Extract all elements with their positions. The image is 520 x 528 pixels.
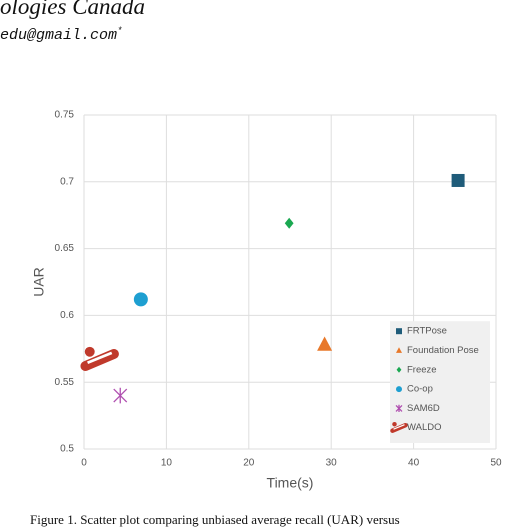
marker-triangle	[396, 347, 402, 353]
icon-stripe	[80, 349, 119, 372]
marker-icon	[390, 421, 408, 433]
x-tick-label: 50	[490, 458, 502, 469]
legend-label: SAM6D	[407, 403, 440, 414]
y-axis-label: UAR	[31, 267, 47, 297]
marker-square	[451, 173, 465, 187]
chart: 0.5 0.55 0.6 0.65 0.7 0.75 0 10 20 30 40 50 Time(s) U…	[31, 110, 502, 491]
marker-square	[396, 328, 402, 335]
affiliation: ologies Canada	[0, 0, 146, 19]
marker-triangle	[317, 336, 333, 351]
x-tick-label: 20	[243, 458, 255, 469]
cross-strokes	[395, 404, 403, 412]
marker-diamond	[284, 217, 294, 229]
icon-ball	[392, 421, 397, 427]
cross-strokes	[113, 387, 128, 404]
x-tick-label: 0	[81, 458, 87, 469]
icon-ball	[84, 346, 95, 357]
y-tick-label: 0.75	[55, 110, 75, 121]
x-tick-label: 10	[161, 458, 173, 469]
x-tick-label: 30	[326, 458, 338, 469]
marker-circle	[133, 292, 148, 307]
email-text: edu@gmail.com	[0, 27, 118, 44]
y-tick-label: 0.55	[55, 377, 75, 388]
legend-label: Foundation Pose	[407, 345, 479, 356]
icon-band	[87, 351, 113, 365]
marker-cross	[113, 387, 128, 404]
email-mark: *	[117, 26, 123, 36]
y-tick-label: 0.5	[60, 444, 74, 455]
icon-stripe	[390, 422, 408, 433]
legend-label: Co-op	[407, 384, 433, 395]
legend-label: WALDO	[407, 422, 441, 433]
legend-box	[390, 321, 490, 443]
y-tick-label: 0.65	[55, 243, 75, 254]
y-tick-label: 0.7	[60, 176, 74, 187]
marker-cross	[395, 404, 403, 412]
y-tick-label: 0.6	[60, 310, 74, 321]
legend-label: FRTPose	[407, 326, 447, 337]
marker-icon	[80, 346, 119, 372]
x-tick-label: 40	[408, 458, 420, 469]
icon-band	[393, 424, 405, 430]
email: edu@gmail.com*	[0, 26, 122, 44]
figure-caption: Figure 1. Scatter plot comparing unbiase…	[30, 512, 400, 527]
marker-diamond	[396, 366, 402, 373]
marker-circle	[396, 386, 402, 393]
legend-label: Freeze	[407, 364, 437, 375]
x-axis-label: Time(s)	[267, 475, 314, 491]
